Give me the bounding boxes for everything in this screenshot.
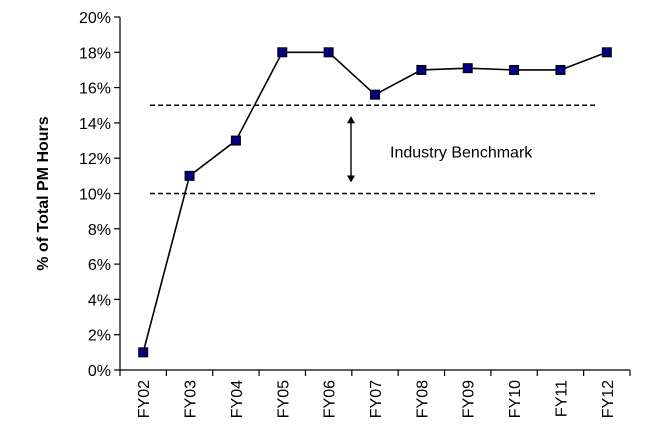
y-tick-label: 4% [88, 292, 111, 309]
data-point [555, 64, 566, 75]
benchmark-label: Industry Benchmark [390, 144, 533, 161]
x-tick-label: FY08 [414, 380, 431, 418]
y-tick-label: 2% [88, 328, 111, 345]
y-tick-label: 12% [79, 151, 111, 168]
x-tick-label: FY07 [368, 380, 385, 418]
x-tick-label: FY03 [183, 380, 200, 418]
x-tick-label: FY02 [136, 380, 153, 418]
data-point [230, 135, 241, 146]
y-tick-label: 0% [88, 363, 111, 380]
x-tick-label: FY12 [600, 380, 617, 418]
x-tick-label: FY10 [507, 380, 524, 418]
y-tick-label: 8% [88, 222, 111, 239]
data-point [138, 347, 149, 358]
benchmark-arrow-head-up [347, 116, 355, 124]
y-tick-label: 10% [79, 187, 111, 204]
y-axis-title: % of Total PM Hours [35, 116, 52, 270]
data-point [509, 64, 520, 75]
data-point [277, 47, 288, 58]
y-tick-label: 6% [88, 257, 111, 274]
y-tick-label: 18% [79, 45, 111, 62]
benchmark-layer [150, 104, 598, 195]
data-point [416, 64, 427, 75]
x-tick-label: FY09 [461, 380, 478, 418]
data-point [184, 170, 195, 181]
axis-layer: 0% 2% 4% 6% 8% 10% 12% 14% 16% 18% 20% FY02 FY03 FY04… [79, 10, 631, 418]
data-point [323, 47, 334, 58]
x-tick-label: FY11 [553, 380, 570, 417]
data-point [601, 47, 612, 58]
x-tick-label: FY06 [322, 380, 339, 418]
data-point [462, 63, 473, 74]
data-point [370, 89, 380, 100]
x-tick-label: FY04 [229, 380, 246, 418]
y-tick-label: 14% [79, 116, 111, 133]
y-tick-label: 20% [79, 10, 111, 27]
benchmark-arrow-head-down [347, 175, 355, 183]
x-tick-label: FY05 [275, 380, 292, 418]
series-layer [138, 47, 612, 358]
y-tick-label: 16% [79, 81, 111, 98]
